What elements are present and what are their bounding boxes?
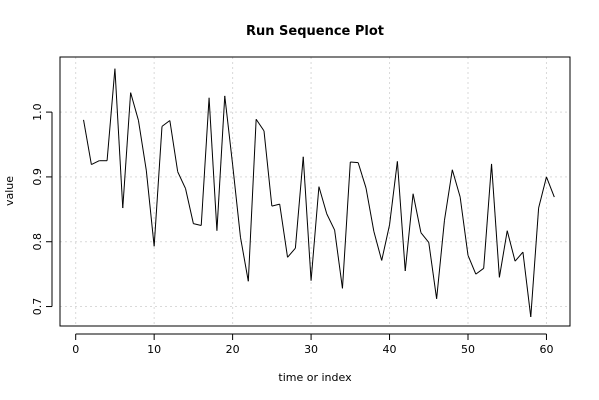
series-segment [350, 161, 359, 164]
series-segment [185, 188, 194, 224]
series-segment [200, 97, 210, 226]
series-segment [153, 126, 163, 247]
series-segment [145, 170, 155, 247]
series-segment [161, 120, 171, 127]
series-segment [239, 237, 249, 282]
x-tick-label: 20 [226, 343, 240, 356]
x-axis: 0 10 20 30 40 50 60 [72, 333, 553, 356]
series-segment [412, 193, 422, 233]
y-axis-label: value [3, 176, 16, 206]
series-segment [373, 231, 383, 261]
series-segment [451, 169, 461, 198]
series-segment [459, 196, 469, 256]
x-tick-label: 60 [539, 343, 553, 356]
series-segment [232, 164, 241, 238]
y-tick-label: 0.9 [31, 168, 44, 186]
series-segment [498, 230, 508, 278]
series-segment [287, 247, 296, 258]
series-segment [224, 95, 234, 165]
series-segment [83, 119, 92, 165]
series-segment [255, 118, 265, 132]
series-segment [122, 92, 132, 209]
series-segment [326, 213, 336, 231]
x-tick-label: 40 [383, 343, 397, 356]
series-segment [420, 232, 430, 243]
series-segment [114, 68, 124, 209]
chart-title: Run Sequence Plot [246, 24, 384, 39]
series-segment [514, 251, 524, 262]
series-segment [177, 171, 186, 189]
series-segment [436, 220, 445, 299]
y-tick-label: 0.8 [31, 233, 44, 251]
series-segment [334, 230, 343, 289]
series-segment [467, 255, 477, 275]
series-segment [506, 230, 516, 262]
series-segment [530, 207, 540, 317]
series-segment [193, 223, 202, 227]
x-axis-label: time or index [278, 371, 352, 384]
series-segment [106, 68, 116, 161]
y-tick-label: 1.0 [31, 103, 44, 121]
series-segment [302, 156, 312, 281]
plot-frame [59, 56, 571, 327]
series-segment [545, 176, 555, 198]
x-tick-label: 0 [72, 343, 79, 356]
series-segment [247, 119, 257, 282]
series-segment [130, 92, 139, 121]
series-segment [381, 224, 391, 261]
series-segment [271, 203, 280, 207]
series-segment [428, 242, 438, 299]
y-tick-label: 0.7 [31, 298, 44, 316]
series-segment [475, 267, 484, 275]
series-segment [365, 187, 375, 232]
series-segment [538, 176, 547, 209]
series-segment [389, 161, 398, 225]
series-segment [279, 204, 289, 258]
series-segment [396, 161, 406, 271]
series-segment [216, 95, 226, 231]
y-axis: 0.7 0.8 0.9 1.0 [31, 103, 53, 316]
series-segment [357, 162, 367, 189]
series-segment [483, 163, 493, 269]
series-segment [294, 156, 304, 249]
series-segment [310, 186, 320, 281]
series-segment [318, 186, 328, 215]
series-segment [443, 169, 453, 221]
series-segment [522, 252, 532, 317]
series-segment [491, 163, 500, 278]
series-segment [341, 161, 351, 289]
x-tick-label: 10 [147, 343, 161, 356]
series-segment [263, 130, 273, 207]
x-tick-label: 30 [304, 343, 318, 356]
grid [60, 57, 570, 326]
series-group [83, 68, 555, 317]
series-segment [137, 120, 147, 171]
x-tick-label: 50 [461, 343, 475, 356]
series-segment [169, 120, 179, 172]
series-segment [91, 160, 100, 166]
series-segment [208, 97, 218, 231]
series-segment [404, 193, 414, 271]
